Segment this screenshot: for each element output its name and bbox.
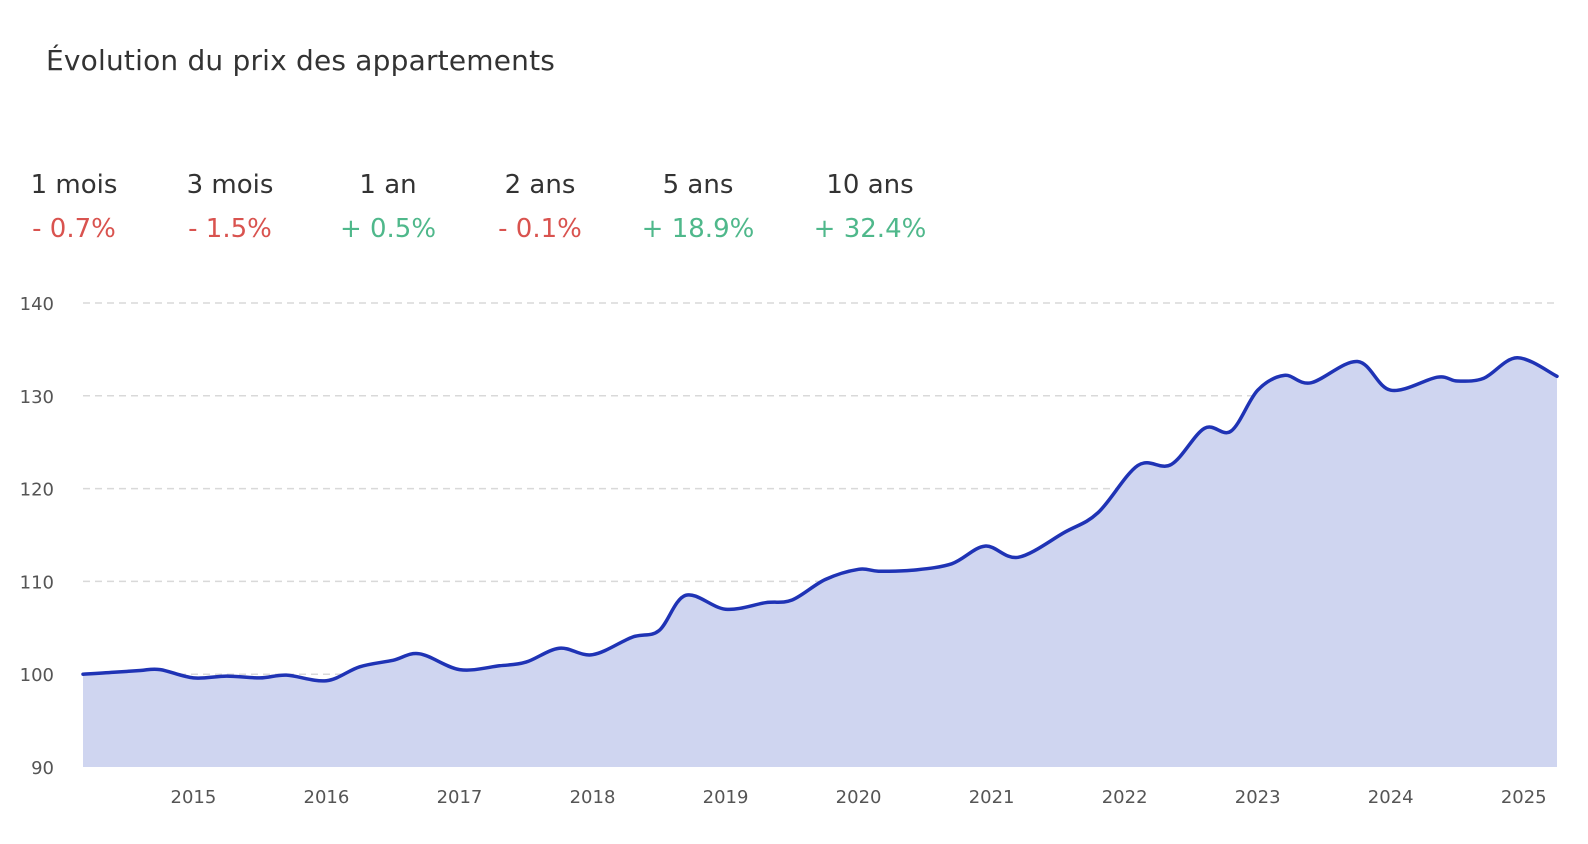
x-axis-ticks: 2015 2016 2017 2018 2019 2020 2021 2022 2023 2024… [171, 787, 1547, 808]
period-label: 5 ans [662, 170, 734, 200]
period-label: 1 an [359, 170, 417, 200]
y-tick-label: 120 [20, 480, 54, 501]
x-tick-label: 2020 [836, 787, 882, 808]
x-tick-label: 2019 [703, 787, 749, 808]
period-2: 1 an + 0.5% [308, 170, 468, 244]
period-5: 10 ans + 32.4% [790, 170, 950, 244]
period-1: 3 mois - 1.5% [150, 170, 310, 244]
y-tick-label: 90 [31, 758, 54, 779]
period-change: + 0.5% [339, 214, 437, 244]
y-tick-label: 140 [20, 294, 54, 315]
x-tick-label: 2015 [171, 787, 217, 808]
period-change: - 1.5% [188, 214, 272, 244]
y-tick-label: 130 [20, 387, 54, 408]
price-line [81, 356, 1559, 683]
period-label: 3 mois [186, 170, 274, 200]
period-label: 2 ans [504, 170, 576, 200]
x-tick-label: 2018 [570, 787, 616, 808]
period-label: 10 ans [826, 170, 914, 200]
x-tick-label: 2023 [1235, 787, 1281, 808]
x-tick-label: 2024 [1368, 787, 1414, 808]
period-0: 1 mois - 0.7% [0, 170, 154, 244]
x-tick-label: 2017 [437, 787, 483, 808]
y-tick-label: 100 [20, 665, 54, 686]
period-change: - 0.1% [498, 214, 582, 244]
y-tick-label: 110 [20, 572, 54, 593]
x-tick-label: 2021 [969, 787, 1015, 808]
x-tick-label: 2022 [1102, 787, 1148, 808]
period-label: 1 mois [30, 170, 118, 200]
period-change: - 0.7% [32, 214, 116, 244]
x-tick-label: 2016 [304, 787, 350, 808]
period-4: 5 ans + 18.9% [618, 170, 778, 244]
period-3: 2 ans - 0.1% [460, 170, 620, 244]
price-area [83, 357, 1557, 767]
x-tick-label: 2025 [1501, 787, 1547, 808]
period-change: + 32.4% [813, 214, 927, 244]
chart-title: Évolution du prix des appartements [46, 44, 556, 77]
period-change: + 18.9% [641, 214, 755, 244]
y-axis-ticks: 90 100 110 120 130 140 [20, 294, 54, 779]
